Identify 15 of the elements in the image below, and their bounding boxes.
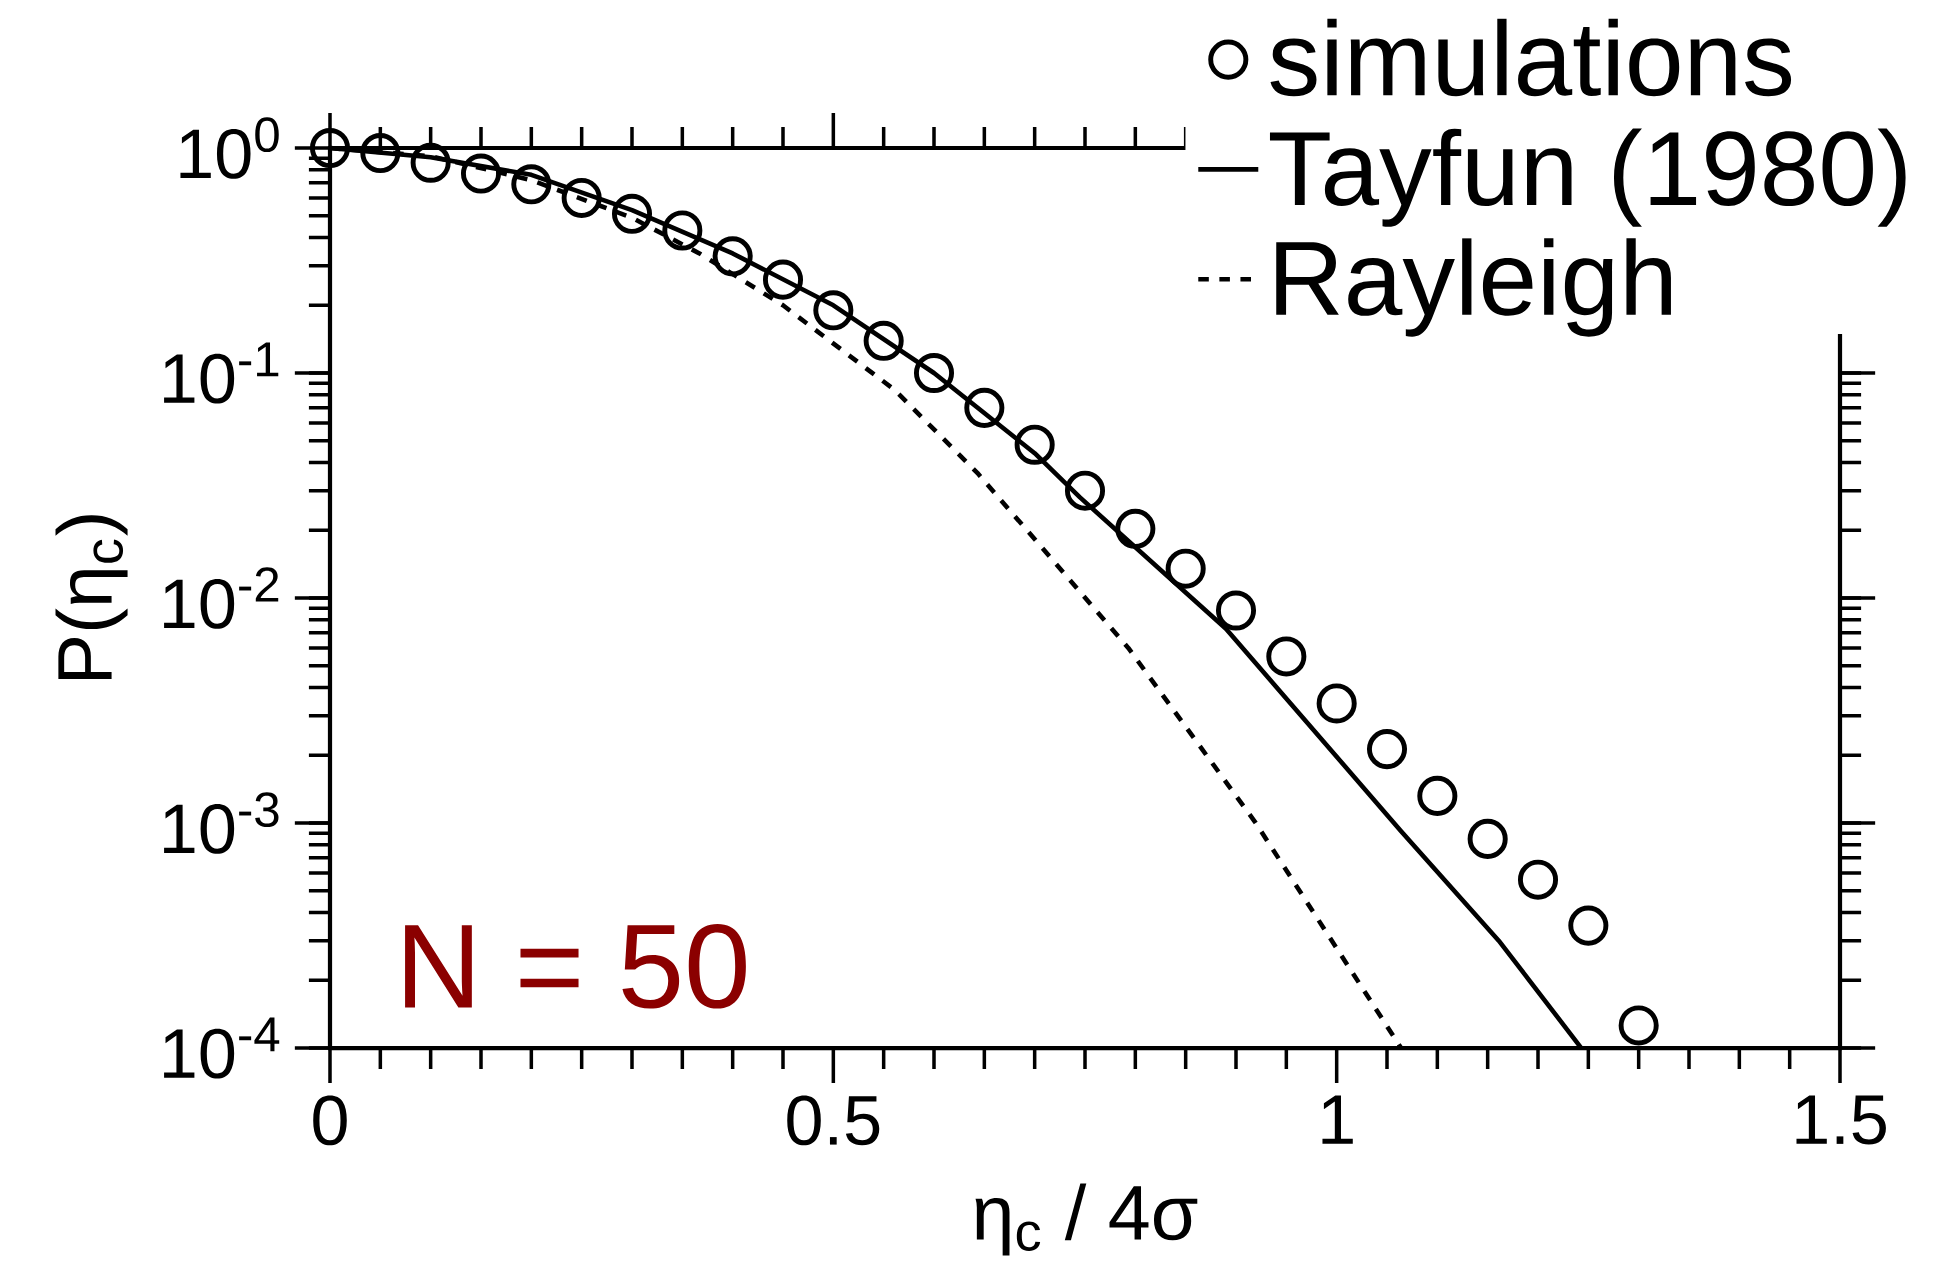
legend-label: Rayleigh — [1276, 238, 1671, 337]
x-tick-label: 1.5 — [1796, 1095, 1886, 1145]
x-tick-label: 0.5 — [787, 1095, 880, 1146]
y-axis-title: P(η$_{c}$) — [55, 515, 128, 680]
y-tick-label: 10$^{-1}$ — [164, 342, 279, 404]
annotation: N = 50 — [405, 923, 746, 1009]
x-axis-title: η$_{c}$ / 4σ — [975, 1183, 1198, 1256]
legend-label: Tayfun (1980) — [1269, 128, 1906, 227]
y-tick-label: 10$^{-3}$ — [164, 792, 279, 854]
x-tick-label: 1 — [1322, 1095, 1353, 1144]
legend-label: simulations — [1270, 18, 1792, 97]
y-tick-label: 10$^{-4}$ — [164, 1017, 280, 1079]
y-tick-label: 10$^{0}$ — [180, 117, 279, 179]
x-tick-label: 0 — [313, 1095, 347, 1146]
y-tick-label: 10$^{-2}$ — [164, 567, 279, 629]
